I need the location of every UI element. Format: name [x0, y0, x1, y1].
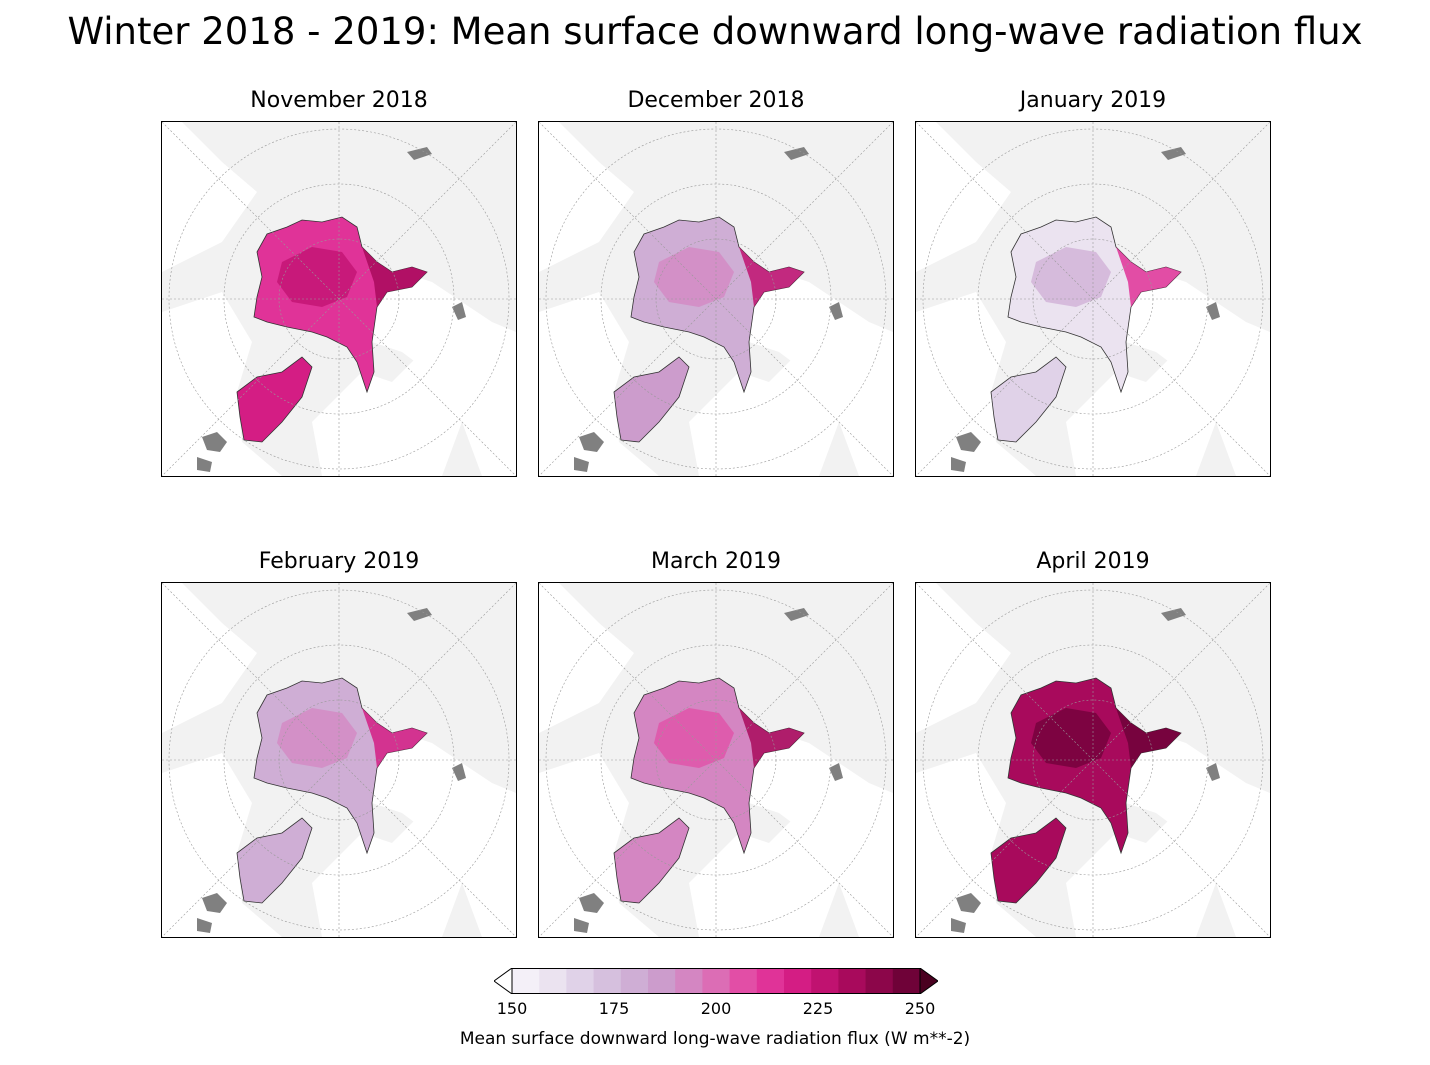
colorbar-tick-label: 225	[802, 999, 834, 1018]
ocean-area	[539, 583, 893, 937]
panel-title-feb: February 2019	[258, 549, 420, 574]
map-panel-apr	[915, 582, 1271, 938]
colorbar-bin	[811, 968, 839, 994]
panel-title-dec: December 2018	[627, 88, 805, 113]
colorbar-bin	[892, 968, 921, 994]
graticule	[539, 583, 893, 937]
map-panel-mar	[538, 582, 894, 938]
panel-title-mar: March 2019	[650, 549, 782, 574]
colorbar-bin	[702, 968, 731, 994]
panel-title-nov: November 2018	[250, 88, 428, 113]
sea-ice-core	[654, 708, 734, 768]
ocean-area	[539, 122, 893, 476]
ocean-area	[162, 122, 516, 476]
sea-ice-core	[1031, 247, 1111, 307]
ocean-area	[162, 583, 516, 937]
panel-title-apr: April 2019	[1036, 549, 1150, 574]
colorbar-bin	[729, 968, 758, 994]
map-panel-dec	[538, 121, 894, 477]
colorbar-bin	[865, 968, 894, 994]
lakes	[574, 147, 843, 472]
colorbar-extend-high	[919, 968, 938, 994]
colorbar-bin	[648, 968, 676, 994]
figure-title: Winter 2018 - 2019: Mean surface downwar…	[67, 10, 1363, 53]
colorbar-extend-low	[494, 968, 513, 994]
colorbar-tick-label: 250	[904, 999, 936, 1018]
ocean-area	[916, 583, 1270, 937]
lakes	[951, 147, 1220, 472]
ocean-area	[916, 122, 1270, 476]
colorbar	[494, 968, 938, 994]
graticule	[162, 122, 516, 476]
map-panel-feb	[161, 582, 517, 938]
sea-ice-core	[277, 708, 357, 768]
colorbar-bin	[566, 968, 595, 994]
colorbar-label: Mean surface downward long-wave radiatio…	[459, 1029, 971, 1049]
map-panel-nov	[161, 121, 517, 477]
graticule	[162, 583, 516, 937]
lakes	[197, 147, 466, 472]
lakes	[951, 608, 1220, 933]
colorbar-tick-label: 150	[496, 999, 528, 1018]
colorbar-bin	[675, 968, 703, 994]
colorbar-bin	[593, 968, 622, 994]
lakes	[197, 608, 466, 933]
colorbar-bin	[838, 968, 867, 994]
panel-title-jan: January 2019	[1019, 88, 1167, 113]
colorbar-tick-label: 175	[598, 999, 630, 1018]
colorbar-bin	[784, 968, 812, 994]
map-panel-jan	[915, 121, 1271, 477]
colorbar-bin	[756, 968, 785, 994]
colorbar-bin	[620, 968, 649, 994]
sea-ice-core	[1031, 708, 1111, 768]
colorbar-tick-label: 200	[700, 999, 732, 1018]
colorbar-bin	[512, 968, 540, 994]
lakes	[574, 608, 843, 933]
graticule	[916, 122, 1270, 476]
colorbar-frame	[511, 968, 921, 994]
graticule	[916, 583, 1270, 937]
graticule	[539, 122, 893, 476]
sea-ice-core	[654, 247, 734, 307]
sea-ice-core	[277, 247, 357, 307]
colorbar-bin	[539, 968, 567, 994]
